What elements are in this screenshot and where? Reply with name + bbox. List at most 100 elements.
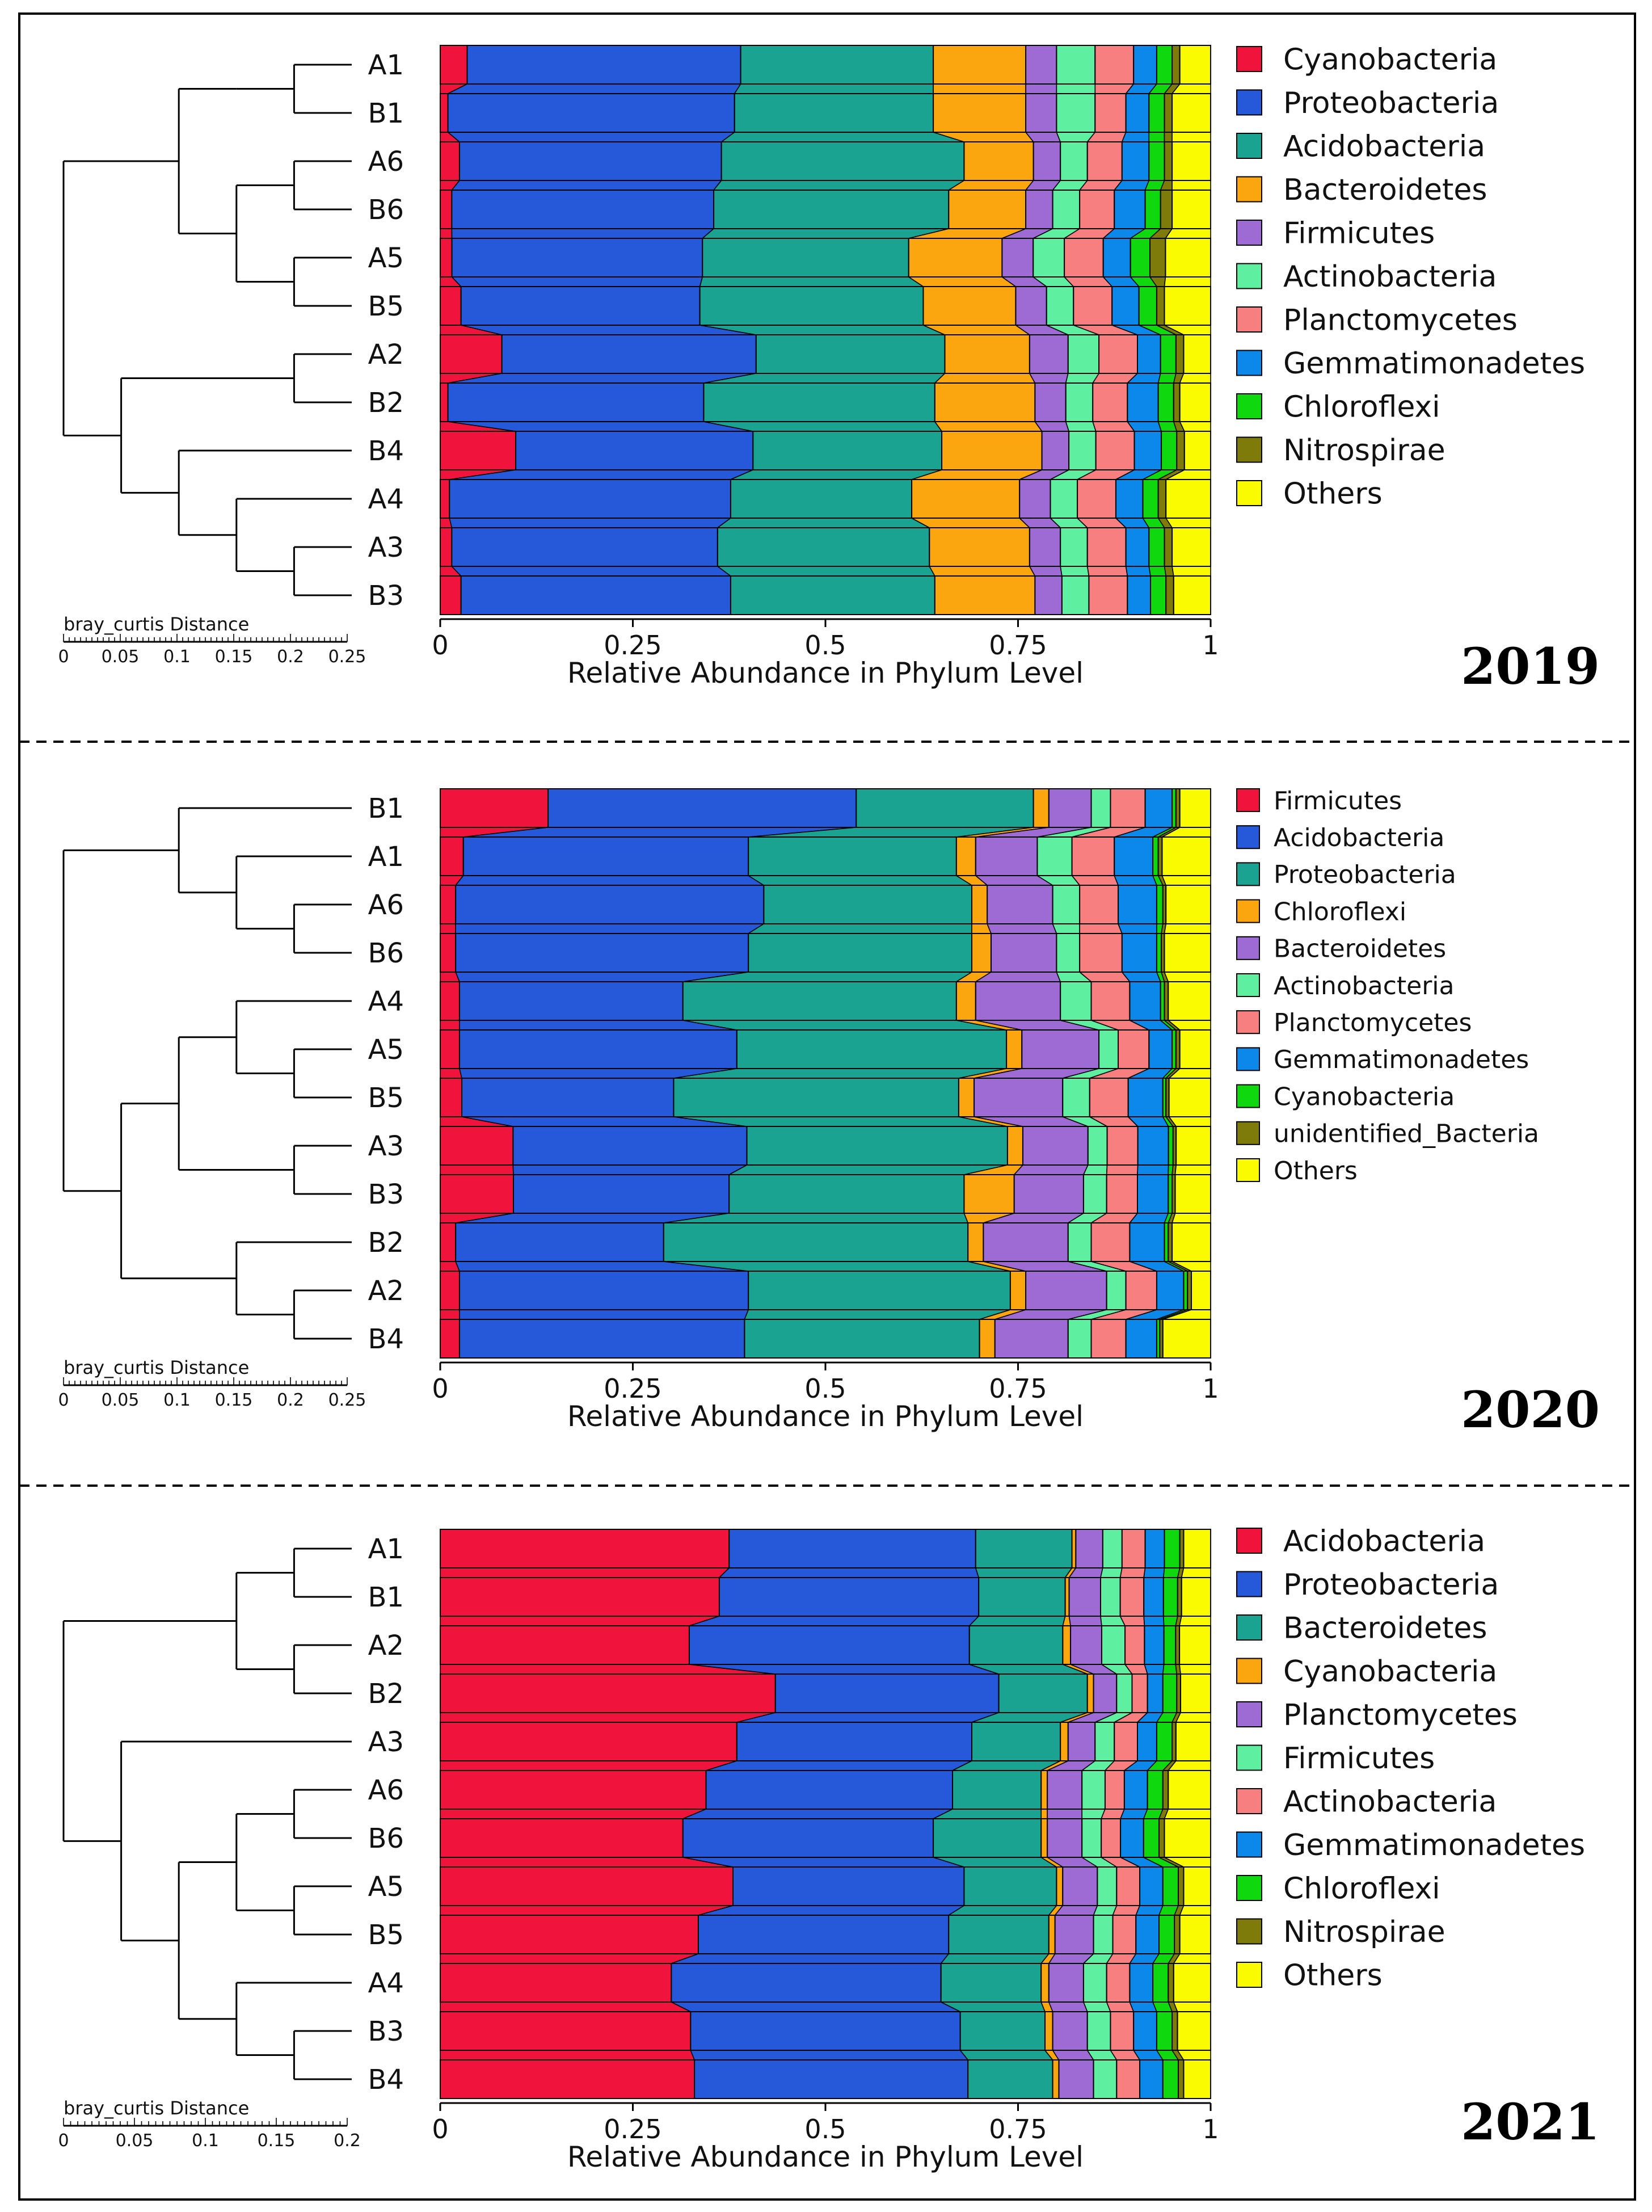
bar-segment: [1158, 1818, 1165, 1858]
sample-label: A6: [368, 889, 404, 921]
bar-segment: [1171, 527, 1212, 567]
bar-segment: [1152, 1963, 1169, 2003]
legend-swatch: [1236, 1528, 1262, 1554]
bar-segment: [1056, 93, 1096, 133]
connector-band: [1048, 2001, 1088, 2012]
bar-segment: [1162, 1319, 1211, 1359]
bar-segment: [734, 93, 934, 133]
connector-band: [1177, 2050, 1211, 2060]
legend-label: Bacteroidetes: [1274, 935, 1446, 964]
x-tick-label: 1: [1202, 630, 1219, 661]
connector-band: [911, 518, 1031, 528]
legend-label: Actinobacteria: [1283, 1785, 1497, 1819]
connector-band: [1164, 132, 1173, 142]
bar-segment: [1164, 93, 1173, 133]
connector-band: [1086, 566, 1128, 577]
bar-segment: [702, 238, 909, 277]
bar-segment: [1183, 334, 1211, 374]
bar-segment: [440, 431, 517, 470]
bar-segment: [968, 1625, 1064, 1665]
bar-segment: [1006, 1029, 1023, 1069]
sample-label: A2: [368, 339, 404, 371]
connector-band: [440, 1309, 460, 1320]
bar-segment: [1149, 238, 1166, 277]
bar-segment: [1060, 527, 1088, 567]
connector-band: [747, 875, 974, 886]
panel-year: 2019: [1461, 637, 1600, 696]
bar-segment: [978, 1577, 1066, 1617]
bar-segment: [682, 1818, 934, 1858]
bar-segment: [1148, 93, 1165, 133]
bar-segment: [1094, 93, 1127, 133]
connector-band: [1137, 1164, 1169, 1175]
bar-segment: [728, 1529, 976, 1568]
bar-segment: [1116, 1673, 1133, 1713]
legend-swatch: [1236, 1047, 1260, 1071]
bar-segment: [1137, 1126, 1169, 1166]
x-tick-label: 1: [1202, 1373, 1219, 1404]
connector-band: [1071, 875, 1119, 886]
bar-segment: [1044, 2011, 1053, 2051]
bar-segment: [440, 1915, 699, 1954]
legend-swatch: [1236, 1831, 1262, 1858]
sample-label: B6: [368, 937, 404, 969]
bar-segment: [690, 2011, 961, 2051]
bar-segment: [1156, 2011, 1173, 2051]
bar-segment: [713, 190, 950, 229]
connector-band: [1052, 923, 1080, 934]
bar-segment: [1090, 788, 1111, 828]
connector-band: [1143, 1567, 1165, 1578]
legend-swatch: [1236, 1658, 1262, 1684]
bar-segment: [1136, 1174, 1169, 1214]
bar-segment: [1156, 933, 1162, 973]
scale-title: bray_curtis Distance: [64, 1357, 249, 1378]
bar-segment: [1056, 933, 1081, 973]
bar-segment: [440, 2059, 696, 2099]
bar-segment: [1176, 431, 1185, 470]
bar-segment: [1090, 1222, 1131, 1262]
connector-band: [718, 1567, 980, 1578]
bar-segment: [458, 981, 684, 1021]
bar-segment: [1160, 981, 1165, 1021]
legend-label: Others: [1283, 1959, 1383, 1993]
legend-swatch: [1236, 350, 1262, 376]
bar-segment: [682, 981, 957, 1021]
connector-band: [1119, 1616, 1145, 1626]
scale-title: bray_curtis Distance: [64, 613, 249, 635]
legend-swatch: [1236, 936, 1260, 960]
bar-segment: [1168, 1078, 1211, 1117]
legend-label: Bacteroidetes: [1283, 173, 1487, 207]
bar-segment: [955, 981, 976, 1021]
bar-segment: [1162, 1577, 1178, 1617]
bar-segment: [1171, 141, 1212, 181]
bar-segment: [1142, 479, 1159, 519]
bar-segment: [1121, 933, 1157, 973]
bar-segment: [440, 1222, 457, 1262]
bar-segment: [455, 933, 749, 973]
bar-segment: [1164, 141, 1173, 181]
connector-band: [1164, 228, 1211, 239]
bar-segment: [1164, 1818, 1212, 1858]
legend-label: Chloroflexi: [1283, 1872, 1440, 1906]
bar-segment: [941, 431, 1043, 470]
legend-swatch: [1236, 825, 1260, 850]
bar-segment: [730, 575, 935, 615]
bar-segment: [1061, 575, 1090, 615]
bar-segment: [934, 382, 1036, 422]
bar-segment: [755, 334, 946, 374]
bar-segment: [1111, 286, 1140, 326]
bar-segment: [440, 1078, 463, 1117]
bar-segment: [1175, 334, 1185, 374]
bar-segment: [1164, 933, 1212, 973]
bar-segment: [1174, 1174, 1211, 1214]
connector-band: [448, 83, 742, 94]
connector-band: [1079, 923, 1123, 934]
bar-segment: [1067, 1319, 1092, 1359]
bar-segment: [547, 788, 857, 828]
bar-segment: [440, 836, 464, 876]
connector-band: [1117, 923, 1157, 934]
connector-band: [744, 1309, 1011, 1320]
bar-segment: [1068, 1577, 1101, 1617]
bar-segment: [440, 1866, 734, 1906]
bar-segment: [1082, 1174, 1107, 1214]
